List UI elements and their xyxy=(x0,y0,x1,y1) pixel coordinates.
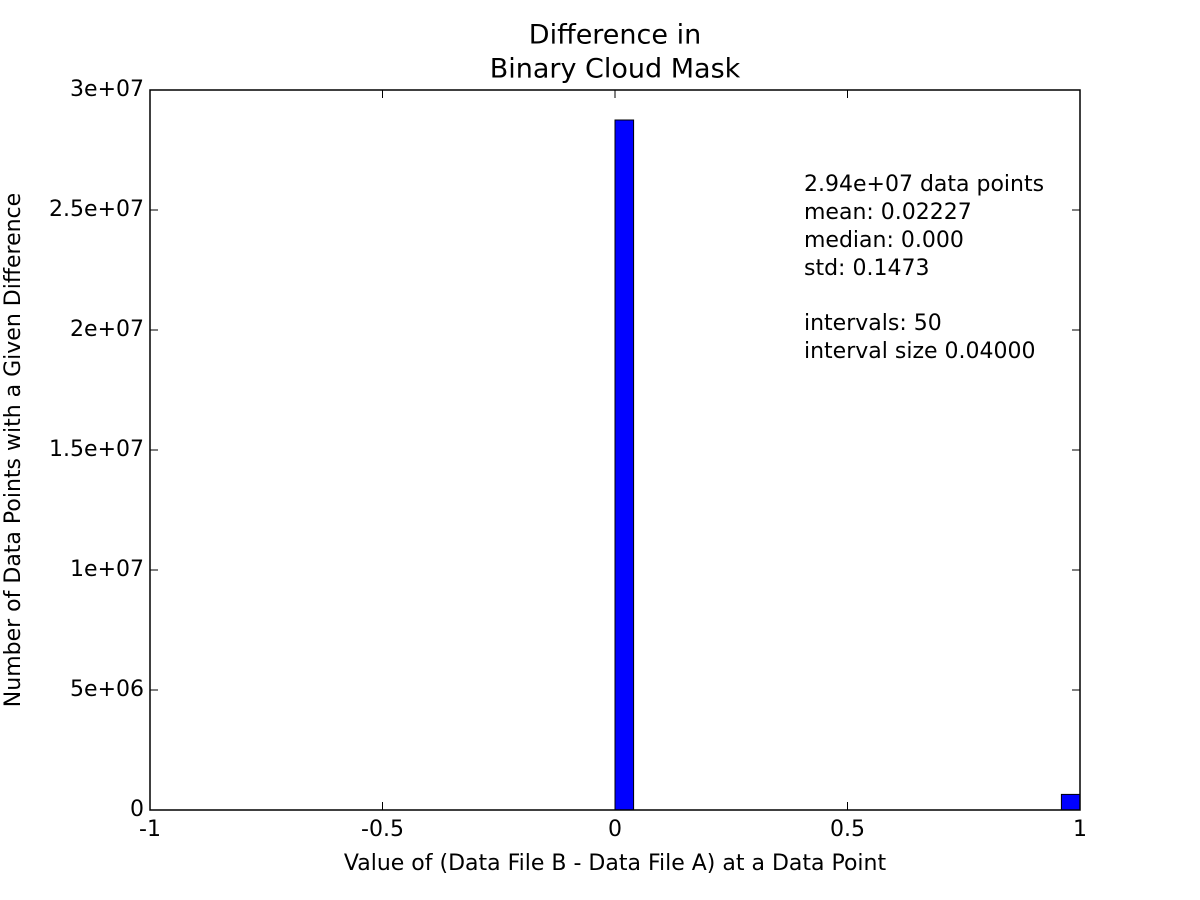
y-tick-label: 3e+07 xyxy=(70,77,144,102)
y-tick-label: 5e+06 xyxy=(70,677,144,702)
y-tick-label: 2.5e+07 xyxy=(49,197,144,222)
annotation: std: 0.1473 xyxy=(804,256,929,281)
y-tick-label: 1e+07 xyxy=(70,557,144,582)
chart-title: Binary Cloud Mask xyxy=(490,54,741,85)
bar xyxy=(1060,793,1081,811)
x-tick-label: 0 xyxy=(608,817,622,842)
chart-title: Difference in xyxy=(529,20,701,51)
y-tick-label: 1.5e+07 xyxy=(49,437,144,462)
y-tick-label: 2e+07 xyxy=(70,317,144,342)
bar xyxy=(614,119,635,811)
x-tick-label: 0.5 xyxy=(830,817,865,842)
x-tick-label: -0.5 xyxy=(361,817,404,842)
annotation: interval size 0.04000 xyxy=(804,339,1036,364)
x-tick-label: 1 xyxy=(1073,817,1087,842)
annotation: mean: 0.02227 xyxy=(804,200,972,225)
x-tick-label: -1 xyxy=(139,817,161,842)
x-axis-label: Value of (Data File B - Data File A) at … xyxy=(344,851,887,876)
y-tick-label: 0 xyxy=(130,797,144,822)
annotation: 2.94e+07 data points xyxy=(804,172,1044,197)
annotation: intervals: 50 xyxy=(804,311,942,336)
y-axis-label: Number of Data Points with a Given Diffe… xyxy=(1,193,26,707)
annotation: median: 0.000 xyxy=(804,228,964,253)
